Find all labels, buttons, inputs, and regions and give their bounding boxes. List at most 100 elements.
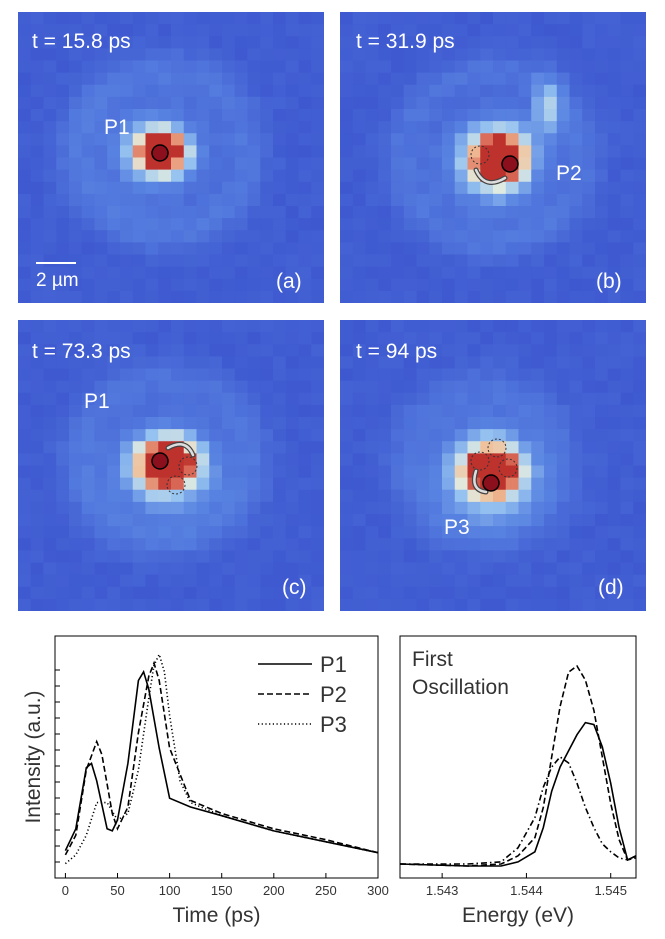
heatmap-pixel: [569, 254, 583, 268]
heatmap-pixel: [365, 169, 379, 183]
heatmap-pixel: [18, 526, 32, 539]
heatmap-pixel: [467, 230, 481, 243]
heatmap-pixel: [298, 12, 312, 25]
heatmap-pixel: [298, 193, 312, 207]
heatmap-pixel: [378, 392, 392, 406]
heatmap-pixel: [544, 538, 558, 551]
heatmap-pixel: [285, 206, 300, 219]
heatmap-pixel: [442, 562, 456, 576]
heatmap-pixel: [81, 526, 96, 539]
heatmap-pixel: [582, 392, 596, 406]
heatmap-pixel: [158, 266, 172, 280]
heatmap-pixel: [340, 392, 354, 406]
heatmap-pixel: [69, 24, 83, 37]
heatmap-pixel: [442, 193, 456, 207]
heatmap-pixel: [518, 356, 532, 370]
heatmap-pixel: [633, 501, 646, 515]
heatmap-pixel: [607, 96, 622, 110]
heatmap-pixel: [234, 514, 249, 527]
heatmap-pixel: [531, 72, 545, 86]
heatmap-pixel: [607, 60, 622, 74]
heatmap-pixel: [620, 72, 634, 86]
heatmap-pixel: [30, 266, 45, 280]
heatmap-pixel: [145, 121, 159, 134]
heatmap-pixel: [518, 550, 532, 564]
heatmap-pixel: [209, 278, 223, 292]
heatmap-pixel: [311, 12, 324, 25]
heatmap-pixel: [145, 441, 159, 454]
heatmap-pixel: [607, 109, 622, 122]
heatmap-pixel: [56, 218, 70, 231]
heatmap-pixel: [132, 453, 147, 467]
heatmap-pixel: [94, 356, 108, 370]
heatmap-pixel: [352, 465, 367, 479]
heatmap-pixel: [145, 417, 159, 430]
heatmap-pixel: [505, 501, 520, 515]
heatmap-pixel: [633, 109, 646, 122]
heatmap-pixel: [556, 453, 571, 467]
heatmap-pixel: [298, 109, 312, 122]
heatmap-pixel: [480, 60, 494, 74]
heatmap-pixel: [18, 72, 32, 86]
heatmap-pixel: [234, 242, 249, 256]
heatmap-pixel: [298, 368, 312, 382]
heatmap-pixel: [493, 586, 507, 600]
heatmap-pixel: [298, 230, 312, 243]
heatmap-pixel: [352, 404, 367, 418]
heatmap-pixel: [607, 489, 622, 503]
heatmap-pixel: [222, 344, 236, 357]
heatmap-pixel: [56, 574, 70, 588]
heatmap-pixel: [247, 574, 261, 588]
heatmap-pixel: [595, 60, 609, 74]
heatmap-pixel: [429, 453, 443, 467]
heatmap-pixel: [196, 344, 210, 357]
heatmap-pixel: [43, 230, 57, 243]
heatmap-pixel: [442, 278, 456, 292]
heatmap-pixel: [544, 465, 558, 479]
heatmap-pixel: [120, 24, 134, 37]
heatmap-pixel: [171, 344, 185, 357]
heatmap-pixel: [158, 206, 172, 219]
heatmap-pixel: [607, 181, 622, 195]
heatmap-pixel: [43, 278, 57, 292]
heatmap-pixel: [454, 96, 469, 110]
heatmap-pixel: [505, 290, 520, 303]
heatmap-pixel: [234, 278, 249, 292]
heatmap-pixel: [158, 417, 172, 430]
heatmap-pixel: [378, 429, 392, 442]
heatmap-pixel: [391, 598, 405, 611]
heatmap-pixel: [81, 181, 96, 195]
heatmap-pixel: [222, 441, 236, 454]
heatmap-pixel: [247, 380, 261, 394]
heatmap-pixel: [196, 465, 210, 479]
heatmap-pixel: [493, 290, 507, 303]
heatmap-pixel: [378, 96, 392, 110]
heatmap-pixel: [298, 72, 312, 86]
heatmap-pixel: [544, 60, 558, 74]
heatmap-pixel: [595, 72, 609, 86]
heatmap-pixel: [518, 60, 532, 74]
heatmap-pixel: [607, 24, 622, 37]
heatmap-pixel: [56, 84, 70, 98]
heatmap-pixel: [120, 550, 134, 564]
heatmap-pixel: [132, 598, 147, 611]
heatmap-pixel: [493, 266, 507, 280]
heatmap-pixel: [556, 133, 571, 146]
heatmap-pixel: [518, 72, 532, 86]
series-line-p1: [64, 669, 379, 854]
heatmap-pixel: [620, 109, 634, 122]
heatmap-pixel: [56, 320, 70, 333]
heatmap-pixel: [633, 404, 646, 418]
heatmap-pixel: [120, 501, 134, 515]
heatmap-pixel: [493, 562, 507, 576]
heatmap-pixel: [132, 526, 147, 539]
heatmap-pixel: [556, 12, 571, 25]
heatmap-pixel: [222, 514, 236, 527]
heatmap-pixel: [582, 598, 596, 611]
heatmap-pixel: [183, 230, 198, 243]
heatmap-pixel: [454, 429, 469, 442]
heatmap-pixel: [183, 586, 198, 600]
heatmap-pixel: [183, 320, 198, 333]
heatmap-pixel: [607, 218, 622, 231]
heatmap-pixel: [429, 72, 443, 86]
